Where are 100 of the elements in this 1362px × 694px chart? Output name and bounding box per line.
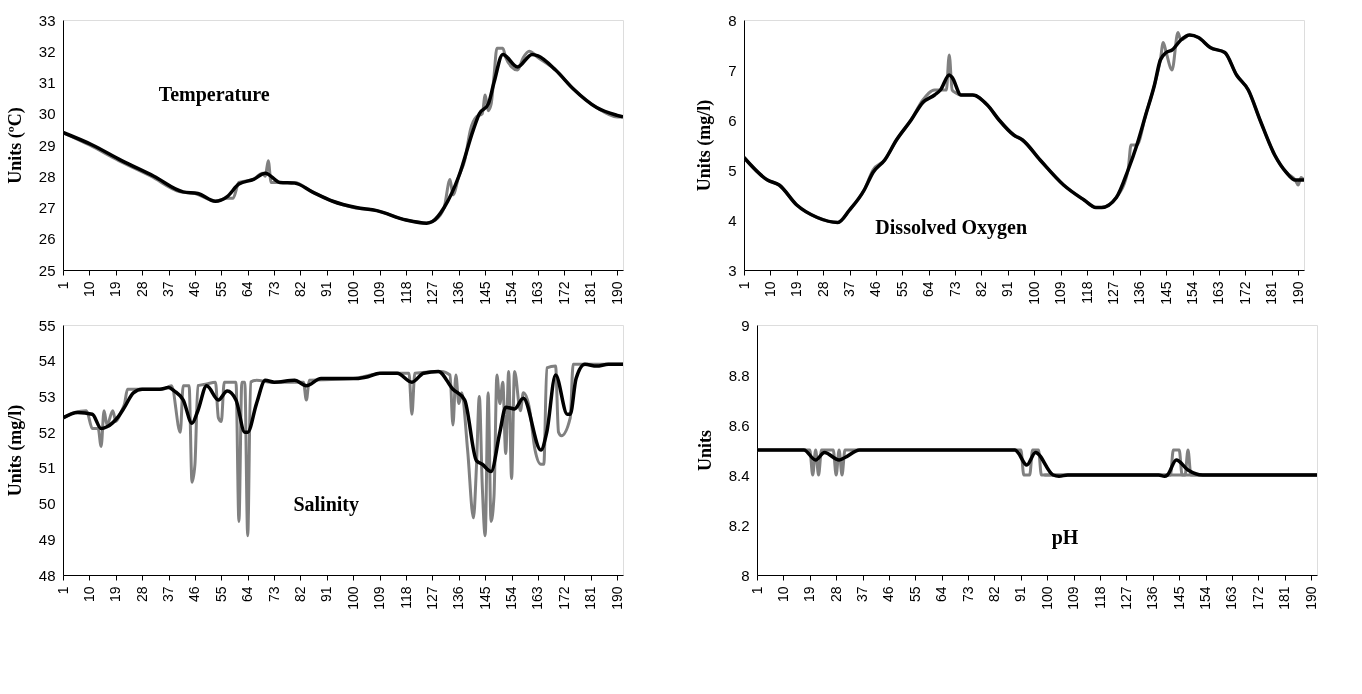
x-tick-label: 55 (212, 586, 229, 603)
x-tick-label: 91 (1012, 586, 1029, 603)
x-tick-label: 154 (1197, 586, 1214, 610)
x-tick-label: 136 (450, 281, 467, 305)
x-tick-label: 73 (959, 586, 976, 603)
y-tick-label: 50 (38, 495, 56, 513)
x-tick-label: 163 (1210, 281, 1227, 305)
y-tick-label: 3 (728, 261, 737, 279)
x-tick-label: 1 (748, 586, 765, 595)
y-tick-label: 8.2 (728, 516, 750, 534)
x-tick-label: 46 (186, 281, 203, 298)
x-tick-label: 10 (80, 586, 97, 603)
x-tick-label: 82 (985, 586, 1002, 603)
x-tick-label: 28 (133, 586, 150, 603)
x-tick-label: 118 (1091, 586, 1108, 609)
x-tick-label: 28 (827, 586, 844, 603)
x-tick-label: 73 (265, 586, 282, 603)
x-tick-label: 100 (1025, 281, 1042, 305)
y-tick-label: 28 (38, 167, 56, 185)
x-tick-label: 145 (1170, 586, 1187, 610)
y-axis-title: Units (694, 429, 715, 472)
x-tick-label: 181 (582, 281, 599, 305)
x-tick-label: 55 (893, 281, 910, 298)
x-tick-label: 19 (107, 281, 124, 298)
x-tick-label: 64 (920, 281, 937, 298)
y-tick-label: 8.4 (728, 466, 750, 484)
x-tick-label: 172 (1236, 281, 1253, 305)
x-tick-label: 91 (318, 281, 335, 298)
x-tick-label: 82 (972, 281, 989, 298)
x-tick-label: 145 (476, 281, 493, 305)
x-tick-label: 82 (291, 281, 308, 298)
x-tick-label: 172 (555, 586, 572, 610)
x-tick-label: 154 (1184, 281, 1201, 305)
y-tick-label: 30 (38, 105, 56, 123)
x-tick-label: 37 (854, 586, 871, 603)
x-tick-label: 73 (946, 281, 963, 298)
y-tick-label: 9 (741, 316, 750, 334)
y-tick-label: 52 (38, 423, 56, 441)
x-tick-label: 109 (1065, 586, 1082, 610)
x-tick-label: 37 (160, 281, 177, 298)
annotation: Temperature (158, 83, 270, 106)
y-tick-label: 8.8 (728, 366, 750, 384)
x-tick-label: 46 (867, 281, 884, 298)
x-tick-label: 37 (160, 586, 177, 603)
x-tick-label: 1 (735, 281, 752, 290)
y-tick-label: 26 (38, 230, 56, 248)
x-tick-label: 154 (503, 586, 520, 610)
x-tick-label: 136 (1144, 586, 1161, 610)
x-tick-label: 127 (423, 586, 440, 610)
x-tick-label: 109 (371, 586, 388, 610)
x-tick-label: 127 (1104, 281, 1121, 305)
y-tick-label: 8 (728, 11, 737, 29)
y-tick-label: 25 (38, 261, 56, 279)
x-tick-label: 10 (80, 281, 97, 298)
y-tick-label: 48 (38, 566, 56, 584)
x-tick-label: 190 (608, 281, 625, 305)
x-tick-label: 73 (265, 281, 282, 298)
y-tick-label: 7 (728, 61, 737, 79)
x-tick-label: 181 (582, 586, 599, 610)
x-tick-label: 1 (54, 586, 71, 595)
x-tick-label: 91 (999, 281, 1016, 298)
x-tick-label: 163 (1223, 586, 1240, 610)
y-tick-label: 51 (38, 459, 56, 477)
x-tick-label: 28 (133, 281, 150, 298)
x-tick-label: 190 (608, 586, 625, 610)
x-tick-label: 136 (1131, 281, 1148, 305)
y-tick-label: 53 (38, 387, 56, 405)
x-tick-label: 172 (1249, 586, 1266, 610)
y-axis-title: Units (mg/l) (4, 404, 26, 497)
y-tick-label: 55 (38, 316, 56, 334)
y-tick-label: 5 (728, 161, 737, 179)
x-tick-label: 181 (1276, 586, 1293, 610)
x-tick-label: 19 (801, 586, 818, 603)
x-tick-label: 10 (774, 586, 791, 603)
annotation: Dissolved Oxygen (875, 215, 1028, 239)
x-tick-label: 190 (1289, 281, 1306, 305)
x-tick-label: 100 (344, 281, 361, 305)
x-tick-label: 163 (529, 281, 546, 305)
y-tick-label: 27 (38, 199, 56, 216)
x-tick-label: 190 (1302, 586, 1319, 610)
y-tick-label: 33 (38, 11, 56, 29)
x-tick-label: 19 (107, 586, 124, 603)
x-tick-label: 127 (1117, 586, 1134, 610)
x-tick-label: 10 (761, 281, 778, 298)
x-tick-label: 46 (186, 586, 203, 603)
y-axis-title: Units (ºC) (4, 107, 26, 184)
x-tick-label: 100 (344, 586, 361, 610)
x-tick-label: 82 (291, 586, 308, 603)
y-axis-title: Units (mg/l) (694, 99, 716, 192)
annotation: Salinity (293, 493, 359, 516)
y-tick-label: 49 (38, 530, 56, 548)
x-tick-label: 145 (1157, 281, 1174, 305)
x-tick-label: 118 (397, 586, 414, 609)
x-tick-label: 64 (239, 586, 256, 603)
x-tick-label: 163 (529, 586, 546, 610)
x-tick-label: 91 (318, 586, 335, 603)
x-tick-label: 64 (239, 281, 256, 298)
annotation: pH (1051, 525, 1079, 549)
x-tick-label: 136 (450, 586, 467, 610)
x-tick-label: 118 (397, 281, 414, 304)
